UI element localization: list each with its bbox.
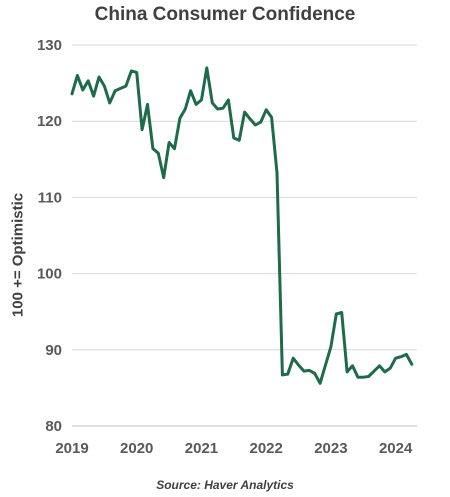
gridlines [72, 44, 417, 427]
y-tick-label: 110 [38, 189, 62, 206]
x-tick-label: 2019 [55, 440, 88, 457]
series-lines [70, 66, 414, 385]
y-tick-label: 120 [37, 113, 62, 130]
series-line [70, 66, 414, 385]
y-tick-labels: 80 90 100 110 120 130 [37, 37, 62, 435]
x-tick-label: 2020 [120, 440, 153, 457]
y-tick-label: 80 [45, 418, 62, 435]
x-tick-label: 2022 [249, 440, 282, 457]
source-note: Source: Haver Analytics [156, 478, 294, 492]
y-tick-label: 90 [45, 342, 62, 359]
y-tick-label: 100 [37, 266, 62, 283]
chart-title: China Consumer Confidence [94, 4, 356, 25]
x-tick-label: 2024 [379, 440, 413, 457]
x-tick-label: 2021 [185, 440, 218, 457]
x-tick-label: 2023 [314, 440, 347, 457]
x-tick-labels: 2019 2020 2021 2022 2023 2024 [55, 440, 413, 457]
y-tick-label: 130 [37, 37, 62, 54]
